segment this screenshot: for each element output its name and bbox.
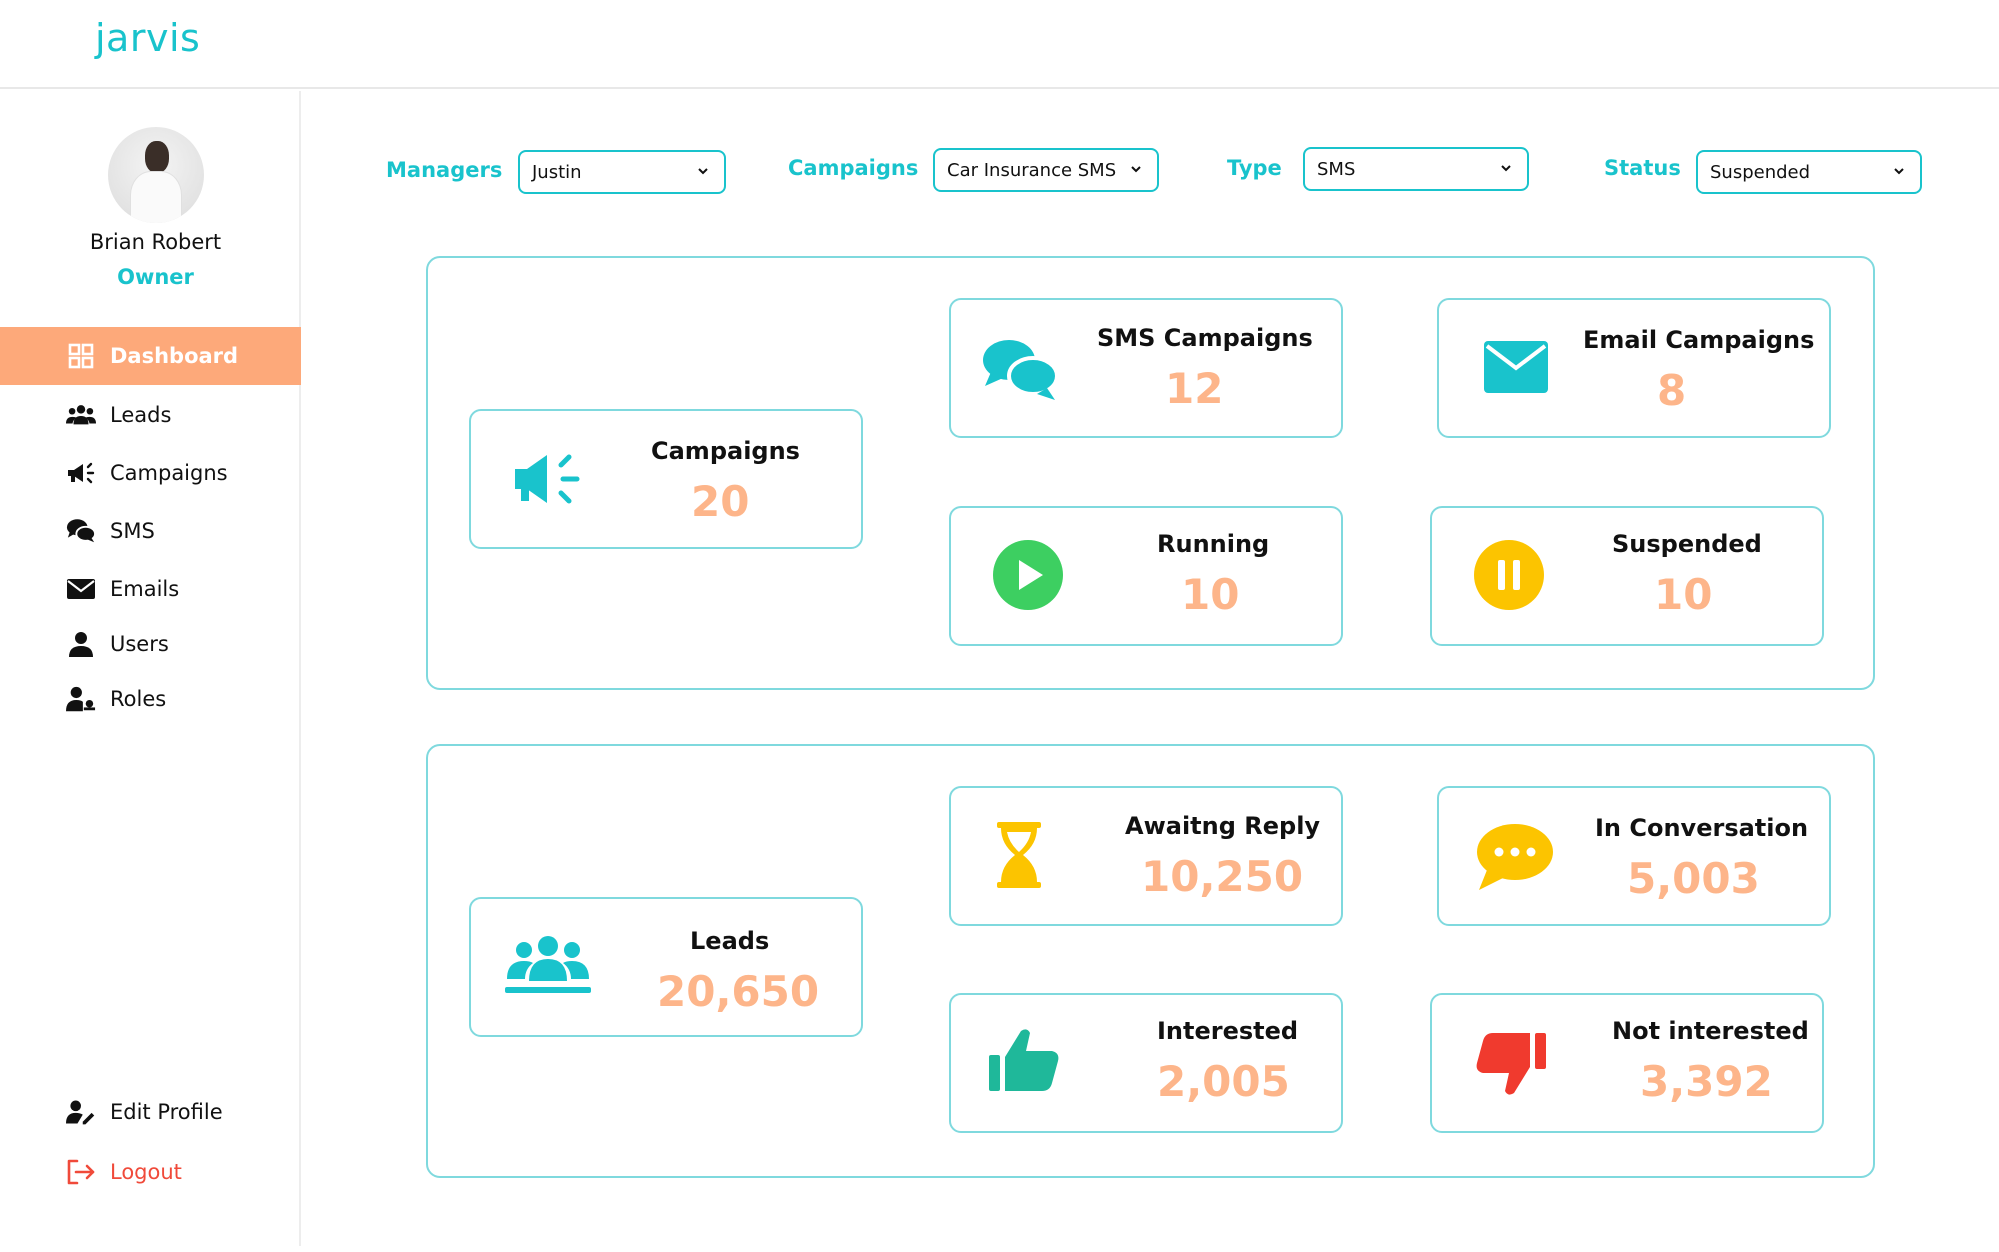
avatar-body-shape xyxy=(130,171,182,223)
status-select[interactable]: Suspended xyxy=(1696,150,1922,194)
sidebar-item-label: Logout xyxy=(110,1160,182,1184)
user-role: Owner xyxy=(117,265,194,289)
campaigns-select[interactable]: Car Insurance SMS xyxy=(933,148,1159,192)
user-key-icon xyxy=(66,684,96,714)
chat-bubbles-icon xyxy=(66,516,96,546)
card-title: Suspended xyxy=(1612,530,1762,558)
in-conversation-card[interactable]: In Conversation 5,003 xyxy=(1437,786,1831,926)
filter-label-campaigns: Campaigns xyxy=(788,156,919,180)
user-name: Brian Robert xyxy=(89,230,222,254)
sidebar-item-label: Users xyxy=(110,632,169,656)
sidebar: Brian Robert Owner Dashboard Leads Campa… xyxy=(0,91,301,1246)
sidebar-item-users[interactable]: Users xyxy=(0,615,301,673)
envelope-icon xyxy=(1483,340,1549,398)
card-value: 10,250 xyxy=(1141,852,1304,901)
filter-label-type: Type xyxy=(1227,156,1282,180)
card-value: 20 xyxy=(691,477,750,526)
app-logo[interactable]: jarvis xyxy=(95,16,201,60)
chat-dots-icon xyxy=(1475,822,1555,896)
sidebar-item-label: Leads xyxy=(110,403,172,427)
managers-select[interactable]: Justin xyxy=(518,150,726,194)
sidebar-item-roles[interactable]: Roles xyxy=(0,670,301,728)
thumbs-up-icon xyxy=(989,1027,1063,1097)
sidebar-item-dashboard[interactable]: Dashboard xyxy=(0,327,301,385)
avatar-head-shape xyxy=(145,141,169,173)
envelope-icon xyxy=(66,574,96,604)
sidebar-item-label: SMS xyxy=(110,519,155,543)
user-edit-icon xyxy=(66,1097,96,1127)
running-card[interactable]: Running 10 xyxy=(949,506,1343,646)
dashboard-grid-icon xyxy=(66,341,96,371)
chevron-down-icon xyxy=(1131,166,1141,173)
sidebar-item-leads[interactable]: Leads xyxy=(0,386,301,444)
megaphone-icon xyxy=(66,458,96,488)
top-bar: jarvis xyxy=(0,0,1999,89)
campaigns-select-value: Car Insurance SMS xyxy=(947,159,1117,181)
card-title: Not interested xyxy=(1612,1017,1809,1045)
hourglass-icon xyxy=(995,822,1043,892)
user-icon xyxy=(66,629,96,659)
sidebar-item-label: Edit Profile xyxy=(110,1100,223,1124)
card-value: 10 xyxy=(1654,570,1713,619)
status-select-value: Suspended xyxy=(1710,161,1811,183)
card-value: 12 xyxy=(1165,364,1224,413)
card-value: 20,650 xyxy=(657,967,820,1016)
not-interested-card[interactable]: Not interested 3,392 xyxy=(1430,993,1824,1133)
sidebar-item-label: Campaigns xyxy=(110,461,228,485)
card-value: 8 xyxy=(1657,366,1687,415)
sidebar-item-label: Dashboard xyxy=(110,344,239,368)
avatar[interactable] xyxy=(108,127,204,223)
card-title: Email Campaigns xyxy=(1583,326,1815,354)
card-value: 5,003 xyxy=(1627,854,1760,903)
chevron-down-icon xyxy=(1894,168,1904,175)
group-icon xyxy=(505,933,591,1003)
sidebar-item-edit-profile[interactable]: Edit Profile xyxy=(0,1083,301,1141)
chevron-down-icon xyxy=(1501,165,1511,172)
interested-card[interactable]: Interested 2,005 xyxy=(949,993,1343,1133)
play-icon xyxy=(991,538,1065,616)
email-campaigns-card[interactable]: Email Campaigns 8 xyxy=(1437,298,1831,438)
type-select-value: SMS xyxy=(1317,158,1356,180)
sidebar-item-label: Emails xyxy=(110,577,180,601)
card-value: 3,392 xyxy=(1640,1057,1773,1106)
awaiting-reply-card[interactable]: Awaitng Reply 10,250 xyxy=(949,786,1343,926)
filter-label-status: Status xyxy=(1604,156,1681,180)
sidebar-item-campaigns[interactable]: Campaigns xyxy=(0,444,301,502)
card-title: SMS Campaigns xyxy=(1097,324,1313,352)
logout-icon xyxy=(66,1157,96,1187)
thumbs-down-icon xyxy=(1472,1031,1546,1101)
card-title: In Conversation xyxy=(1595,814,1809,842)
filter-label-managers: Managers xyxy=(386,158,503,182)
leads-total-card[interactable]: Leads 20,650 xyxy=(469,897,863,1037)
sidebar-item-logout[interactable]: Logout xyxy=(0,1143,301,1201)
card-title: Campaigns xyxy=(651,437,800,465)
sidebar-item-sms[interactable]: SMS xyxy=(0,502,301,560)
campaigns-total-card[interactable]: Campaigns 20 xyxy=(469,409,863,549)
sidebar-item-label: Roles xyxy=(110,687,167,711)
chevron-down-icon xyxy=(698,168,708,175)
sms-campaigns-card[interactable]: SMS Campaigns 12 xyxy=(949,298,1343,438)
card-title: Leads xyxy=(690,927,770,955)
card-title: Running xyxy=(1157,530,1270,558)
managers-select-value: Justin xyxy=(532,161,582,183)
type-select[interactable]: SMS xyxy=(1303,147,1529,191)
suspended-card[interactable]: Suspended 10 xyxy=(1430,506,1824,646)
chat-bubbles-icon xyxy=(981,336,1061,406)
card-title: Awaitng Reply xyxy=(1125,812,1321,840)
megaphone-icon xyxy=(511,449,585,513)
card-title: Interested xyxy=(1157,1017,1299,1045)
card-value: 10 xyxy=(1181,570,1240,619)
sidebar-item-emails[interactable]: Emails xyxy=(0,560,301,618)
pause-icon xyxy=(1472,538,1546,616)
group-icon xyxy=(66,400,96,430)
card-value: 2,005 xyxy=(1157,1057,1290,1106)
